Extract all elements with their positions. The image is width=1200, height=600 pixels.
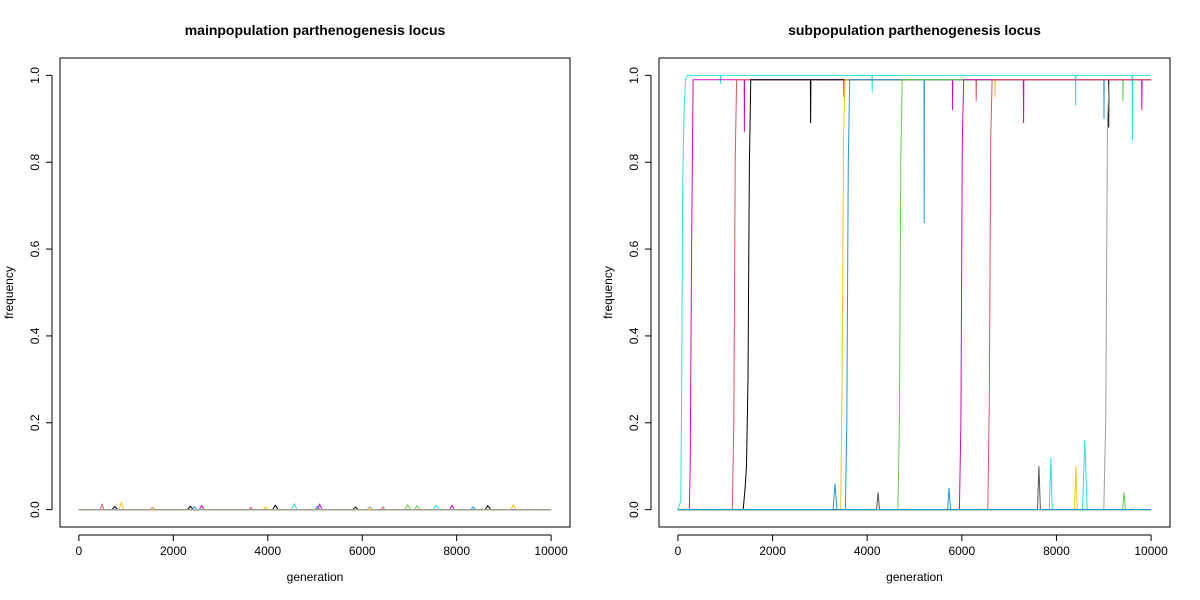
chart-title: subpopulation parthenogenesis locus: [788, 22, 1041, 38]
series-line-6: [677, 79, 1152, 511]
y-tick-label: 0.0: [28, 501, 42, 518]
y-tick-label: 1.0: [28, 67, 42, 84]
y-tick-label: 0.6: [627, 240, 641, 257]
sub-population-chart: 0 2000 4000 6000 8000 10000 0.0 0.2 0.4 0.6 0.8 1.0…: [601, 22, 1171, 584]
x-axis-label: generation: [886, 570, 943, 584]
series-line-3: [78, 505, 552, 511]
x-tick-label: 10000: [534, 544, 568, 558]
y-tick-label: 0.2: [627, 414, 641, 431]
x-tick-label: 4000: [254, 544, 281, 558]
series-line-11: [677, 466, 1152, 511]
x-tick-label: 8000: [1043, 544, 1070, 558]
series-line-12: [677, 492, 1152, 511]
series-line-13: [677, 466, 1152, 511]
x-tick-label: 4000: [854, 544, 881, 558]
y-tick-label: 0.6: [28, 240, 42, 257]
x-tick-label: 6000: [349, 544, 376, 558]
chart-title: mainpopulation parthenogenesis locus: [185, 22, 446, 38]
series-line-0: [677, 74, 1152, 510]
y-tick-label: 0.8: [627, 154, 641, 171]
series-line-10: [677, 440, 1152, 511]
y-tick-label: 0.8: [28, 154, 42, 171]
plot-frame: [59, 57, 571, 528]
plot-frame: [658, 57, 1171, 528]
series-line-7: [78, 506, 552, 511]
x-tick-label: 10000: [1134, 544, 1168, 558]
x-tick-label: 2000: [759, 544, 786, 558]
series-line-5: [78, 503, 552, 511]
x-axis-label: generation: [287, 570, 344, 584]
x-tick-label: 8000: [443, 544, 470, 558]
series-line-6: [78, 501, 552, 511]
y-axis-label: frequency: [2, 266, 16, 319]
x-tick-label: 0: [675, 544, 682, 558]
series-line-1: [78, 502, 552, 511]
series-line-1: [677, 79, 1152, 511]
series-line-5: [677, 79, 1152, 511]
series-line-4: [677, 79, 1152, 511]
y-axis-label: frequency: [601, 266, 615, 319]
x-tick-label: 0: [76, 544, 83, 558]
y-tick-label: 0.4: [28, 327, 42, 344]
series-line-14: [677, 483, 1152, 511]
y-tick-label: 0.4: [627, 327, 641, 344]
series-line-3: [677, 79, 1152, 511]
y-tick-label: 1.0: [627, 67, 641, 84]
y-tick-label: 0.2: [28, 414, 42, 431]
x-tick-label: 2000: [160, 544, 187, 558]
series-line-2: [677, 79, 1152, 511]
x-tick-label: 6000: [948, 544, 975, 558]
main-population-chart: 0 2000 4000 6000 8000 10000 0.0 0.2 0.4 0.6 0.8 1.0…: [2, 22, 571, 584]
series-line-0: [78, 504, 552, 511]
y-tick-label: 0.0: [627, 501, 641, 518]
